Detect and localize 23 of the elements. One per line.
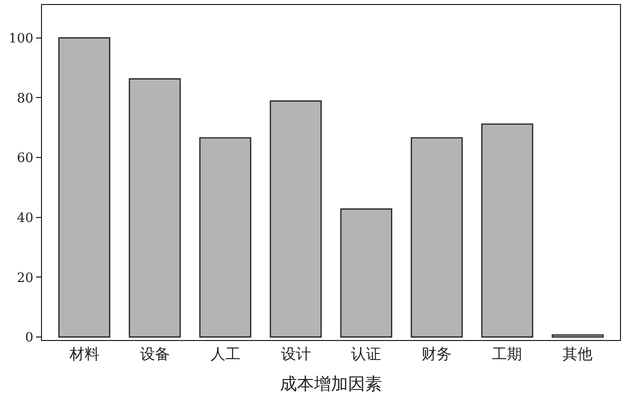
bar (199, 137, 252, 338)
x-tick-label: 材料 (68, 345, 100, 363)
x-tick-label: 工期 (492, 345, 522, 363)
x-axis-title: 成本增加因素 (280, 374, 382, 394)
bar (58, 37, 110, 338)
y-tick-label: 60 (16, 151, 34, 166)
bar (481, 123, 534, 338)
x-tick-label: 设计 (280, 345, 311, 363)
x-tick-label: 认证 (351, 345, 382, 363)
bar (410, 137, 463, 338)
bar (270, 100, 322, 338)
y-tick-label: 0 (25, 330, 34, 346)
x-tick-label: 人工 (210, 345, 240, 363)
x-tick-label: 财务 (422, 345, 452, 363)
bar (552, 334, 604, 338)
bar (340, 208, 392, 338)
x-tick-label: 其他 (562, 345, 593, 363)
y-tick-label: 40 (16, 210, 34, 226)
y-tick-label: 80 (16, 91, 34, 106)
bar (128, 78, 181, 338)
y-tick-label: 100 (8, 31, 34, 46)
x-tick-label: 设备 (140, 345, 170, 363)
y-tick-label: 20 (16, 270, 34, 286)
